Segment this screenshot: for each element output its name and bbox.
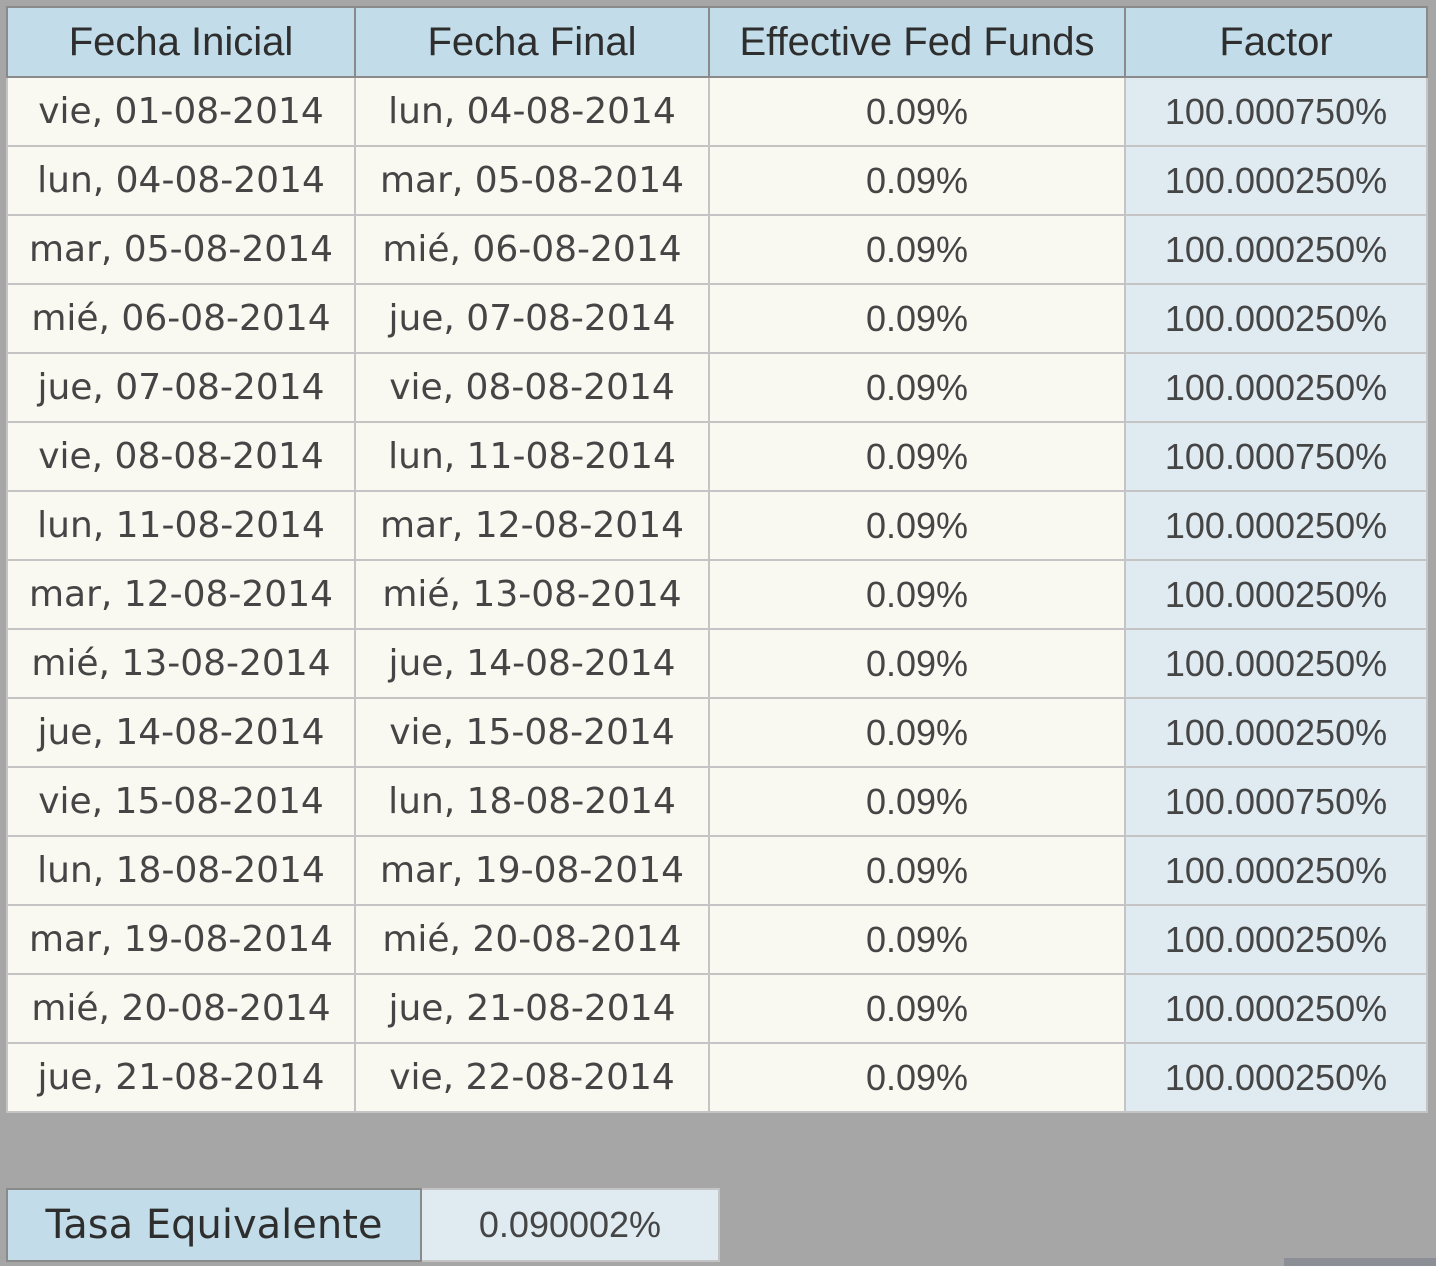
- factor-cell: 100.000250%: [1124, 697, 1428, 768]
- factor-cell: 100.000250%: [1124, 490, 1428, 561]
- column-header-factor: Factor: [1124, 6, 1428, 78]
- rates-table: Fecha Inicial Fecha Final Effective Fed …: [6, 6, 1428, 1113]
- end-date-cell: mar, 19-08-2014: [354, 835, 710, 906]
- table-header: Fecha Inicial Fecha Final Effective Fed …: [6, 6, 1428, 78]
- factor-cell: 100.000250%: [1124, 214, 1428, 285]
- table-row: vie, 08-08-2014 lun, 11-08-2014 0.09% 100.0…: [6, 421, 1428, 492]
- column-header-effective-fed-funds: Effective Fed Funds: [708, 6, 1126, 78]
- rate-cell: 0.09%: [708, 904, 1126, 975]
- column-header-fecha-final: Fecha Final: [354, 6, 710, 78]
- header-row: Fecha Inicial Fecha Final Effective Fed …: [6, 6, 1428, 78]
- summary-table: Tasa Equivalente 0.090002%: [6, 1188, 720, 1262]
- start-date-cell: lun, 11-08-2014: [6, 490, 356, 561]
- factor-cell: 100.000250%: [1124, 904, 1428, 975]
- start-date-cell: mié, 20-08-2014: [6, 973, 356, 1044]
- table-row: lun, 18-08-2014 mar, 19-08-2014 0.09% 100.0…: [6, 835, 1428, 906]
- rate-cell: 0.09%: [708, 628, 1126, 699]
- end-date-cell: vie, 08-08-2014: [354, 352, 710, 423]
- start-date-cell: mié, 06-08-2014: [6, 283, 356, 354]
- rate-cell: 0.09%: [708, 559, 1126, 630]
- table-row: jue, 21-08-2014 vie, 22-08-2014 0.09% 100.0…: [6, 1042, 1428, 1113]
- end-date-cell: lun, 18-08-2014: [354, 766, 710, 837]
- end-date-cell: mar, 12-08-2014: [354, 490, 710, 561]
- end-date-cell: vie, 22-08-2014: [354, 1042, 710, 1113]
- end-date-cell: jue, 07-08-2014: [354, 283, 710, 354]
- end-date-cell: lun, 11-08-2014: [354, 421, 710, 492]
- factor-cell: 100.000750%: [1124, 766, 1428, 837]
- column-header-fecha-inicial: Fecha Inicial: [6, 6, 356, 78]
- end-date-cell: lun, 04-08-2014: [354, 76, 710, 147]
- rate-cell: 0.09%: [708, 421, 1126, 492]
- end-date-cell: jue, 14-08-2014: [354, 628, 710, 699]
- rate-cell: 0.09%: [708, 76, 1126, 147]
- table-row: mar, 05-08-2014 mié, 06-08-2014 0.09% 100.0…: [6, 214, 1428, 285]
- table-row: lun, 11-08-2014 mar, 12-08-2014 0.09% 100.0…: [6, 490, 1428, 561]
- rate-cell: 0.09%: [708, 973, 1126, 1044]
- rate-cell: 0.09%: [708, 835, 1126, 906]
- rate-cell: 0.09%: [708, 490, 1126, 561]
- end-date-cell: mié, 13-08-2014: [354, 559, 710, 630]
- rate-cell: 0.09%: [708, 766, 1126, 837]
- start-date-cell: mar, 12-08-2014: [6, 559, 356, 630]
- table-row: lun, 04-08-2014 mar, 05-08-2014 0.09% 100.0…: [6, 145, 1428, 216]
- equivalent-rate-label: Tasa Equivalente: [6, 1188, 422, 1262]
- start-date-cell: vie, 08-08-2014: [6, 421, 356, 492]
- equivalent-rate-value: 0.090002%: [420, 1188, 720, 1262]
- factor-cell: 100.000250%: [1124, 352, 1428, 423]
- table-body: vie, 01-08-2014 lun, 04-08-2014 0.09% 100.0…: [6, 76, 1428, 1113]
- start-date-cell: lun, 04-08-2014: [6, 145, 356, 216]
- end-date-cell: mié, 20-08-2014: [354, 904, 710, 975]
- summary-row: Tasa Equivalente 0.090002%: [6, 1188, 720, 1262]
- table-row: mar, 12-08-2014 mié, 13-08-2014 0.09% 100.0…: [6, 559, 1428, 630]
- start-date-cell: mié, 13-08-2014: [6, 628, 356, 699]
- factor-cell: 100.000250%: [1124, 628, 1428, 699]
- start-date-cell: mar, 19-08-2014: [6, 904, 356, 975]
- table-row: mié, 13-08-2014 jue, 14-08-2014 0.09% 100.0…: [6, 628, 1428, 699]
- rate-cell: 0.09%: [708, 1042, 1126, 1113]
- factor-cell: 100.000750%: [1124, 76, 1428, 147]
- start-date-cell: jue, 14-08-2014: [6, 697, 356, 768]
- table-row: mar, 19-08-2014 mié, 20-08-2014 0.09% 100.0…: [6, 904, 1428, 975]
- end-date-cell: mar, 05-08-2014: [354, 145, 710, 216]
- end-date-cell: jue, 21-08-2014: [354, 973, 710, 1044]
- rate-cell: 0.09%: [708, 214, 1126, 285]
- factor-cell: 100.000250%: [1124, 559, 1428, 630]
- factor-cell: 100.000250%: [1124, 835, 1428, 906]
- factor-cell: 100.000250%: [1124, 973, 1428, 1044]
- end-date-cell: mié, 06-08-2014: [354, 214, 710, 285]
- table-row: mié, 06-08-2014 jue, 07-08-2014 0.09% 100.0…: [6, 283, 1428, 354]
- rate-cell: 0.09%: [708, 283, 1126, 354]
- rate-cell: 0.09%: [708, 697, 1126, 768]
- table-row: jue, 07-08-2014 vie, 08-08-2014 0.09% 100.0…: [6, 352, 1428, 423]
- factor-cell: 100.000250%: [1124, 1042, 1428, 1113]
- end-date-cell: vie, 15-08-2014: [354, 697, 710, 768]
- rate-cell: 0.09%: [708, 145, 1126, 216]
- start-date-cell: lun, 18-08-2014: [6, 835, 356, 906]
- table-row: vie, 15-08-2014 lun, 18-08-2014 0.09% 100.0…: [6, 766, 1428, 837]
- start-date-cell: jue, 21-08-2014: [6, 1042, 356, 1113]
- factor-cell: 100.000250%: [1124, 283, 1428, 354]
- table-row: vie, 01-08-2014 lun, 04-08-2014 0.09% 100.0…: [6, 76, 1428, 147]
- rate-cell: 0.09%: [708, 352, 1126, 423]
- start-date-cell: jue, 07-08-2014: [6, 352, 356, 423]
- table-row: jue, 14-08-2014 vie, 15-08-2014 0.09% 100.0…: [6, 697, 1428, 768]
- factor-cell: 100.000750%: [1124, 421, 1428, 492]
- start-date-cell: vie, 15-08-2014: [6, 766, 356, 837]
- start-date-cell: vie, 01-08-2014: [6, 76, 356, 147]
- corner-edge-bar: [1284, 1258, 1436, 1266]
- start-date-cell: mar, 05-08-2014: [6, 214, 356, 285]
- table-row: mié, 20-08-2014 jue, 21-08-2014 0.09% 100.0…: [6, 973, 1428, 1044]
- factor-cell: 100.000250%: [1124, 145, 1428, 216]
